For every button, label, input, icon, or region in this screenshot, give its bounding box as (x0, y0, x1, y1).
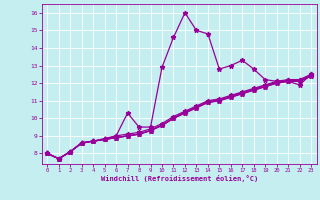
X-axis label: Windchill (Refroidissement éolien,°C): Windchill (Refroidissement éolien,°C) (100, 175, 258, 182)
